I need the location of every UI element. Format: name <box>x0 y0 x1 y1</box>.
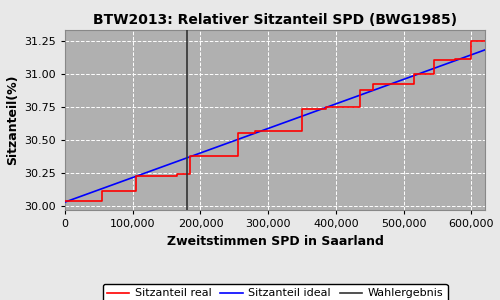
Sitzanteil real <box>468 57 474 61</box>
Sitzanteil real <box>452 57 458 61</box>
Sitzanteil real <box>188 172 194 176</box>
Sitzanteil real <box>100 199 105 202</box>
Line: Sitzanteil real: Sitzanteil real <box>65 40 485 201</box>
Sitzanteil real <box>323 105 329 109</box>
Legend: Sitzanteil real, Sitzanteil ideal, Wahlergebnis: Sitzanteil real, Sitzanteil ideal, Wahle… <box>102 284 448 300</box>
Sitzanteil real <box>234 154 240 158</box>
Sitzanteil real <box>411 82 417 86</box>
Sitzanteil real <box>356 105 362 109</box>
Sitzanteil real <box>174 174 180 177</box>
Sitzanteil real <box>133 174 139 177</box>
Sitzanteil real <box>468 39 474 42</box>
Sitzanteil real <box>323 108 329 111</box>
Sitzanteil real <box>188 154 194 158</box>
Sitzanteil real <box>234 131 240 135</box>
X-axis label: Zweitstimmen SPD in Saarland: Zweitstimmen SPD in Saarland <box>166 235 384 248</box>
Sitzanteil real <box>431 58 437 62</box>
Sitzanteil real <box>299 129 305 132</box>
Sitzanteil real <box>62 199 68 202</box>
Y-axis label: Sitzanteil(%): Sitzanteil(%) <box>6 75 18 165</box>
Sitzanteil real <box>482 39 488 42</box>
Sitzanteil real <box>299 108 305 111</box>
Sitzanteil real <box>356 88 362 92</box>
Sitzanteil real <box>452 58 458 62</box>
Sitzanteil real <box>370 82 376 86</box>
Sitzanteil real <box>411 72 417 76</box>
Sitzanteil real <box>174 172 180 176</box>
Title: BTW2013: Relativer Sitzanteil SPD (BWG1985): BTW2013: Relativer Sitzanteil SPD (BWG19… <box>93 14 457 27</box>
Sitzanteil real <box>133 190 139 193</box>
Sitzanteil real <box>431 72 437 76</box>
Sitzanteil real <box>370 88 376 92</box>
Sitzanteil real <box>252 131 258 135</box>
Sitzanteil real <box>100 190 105 193</box>
Sitzanteil real <box>252 129 258 132</box>
